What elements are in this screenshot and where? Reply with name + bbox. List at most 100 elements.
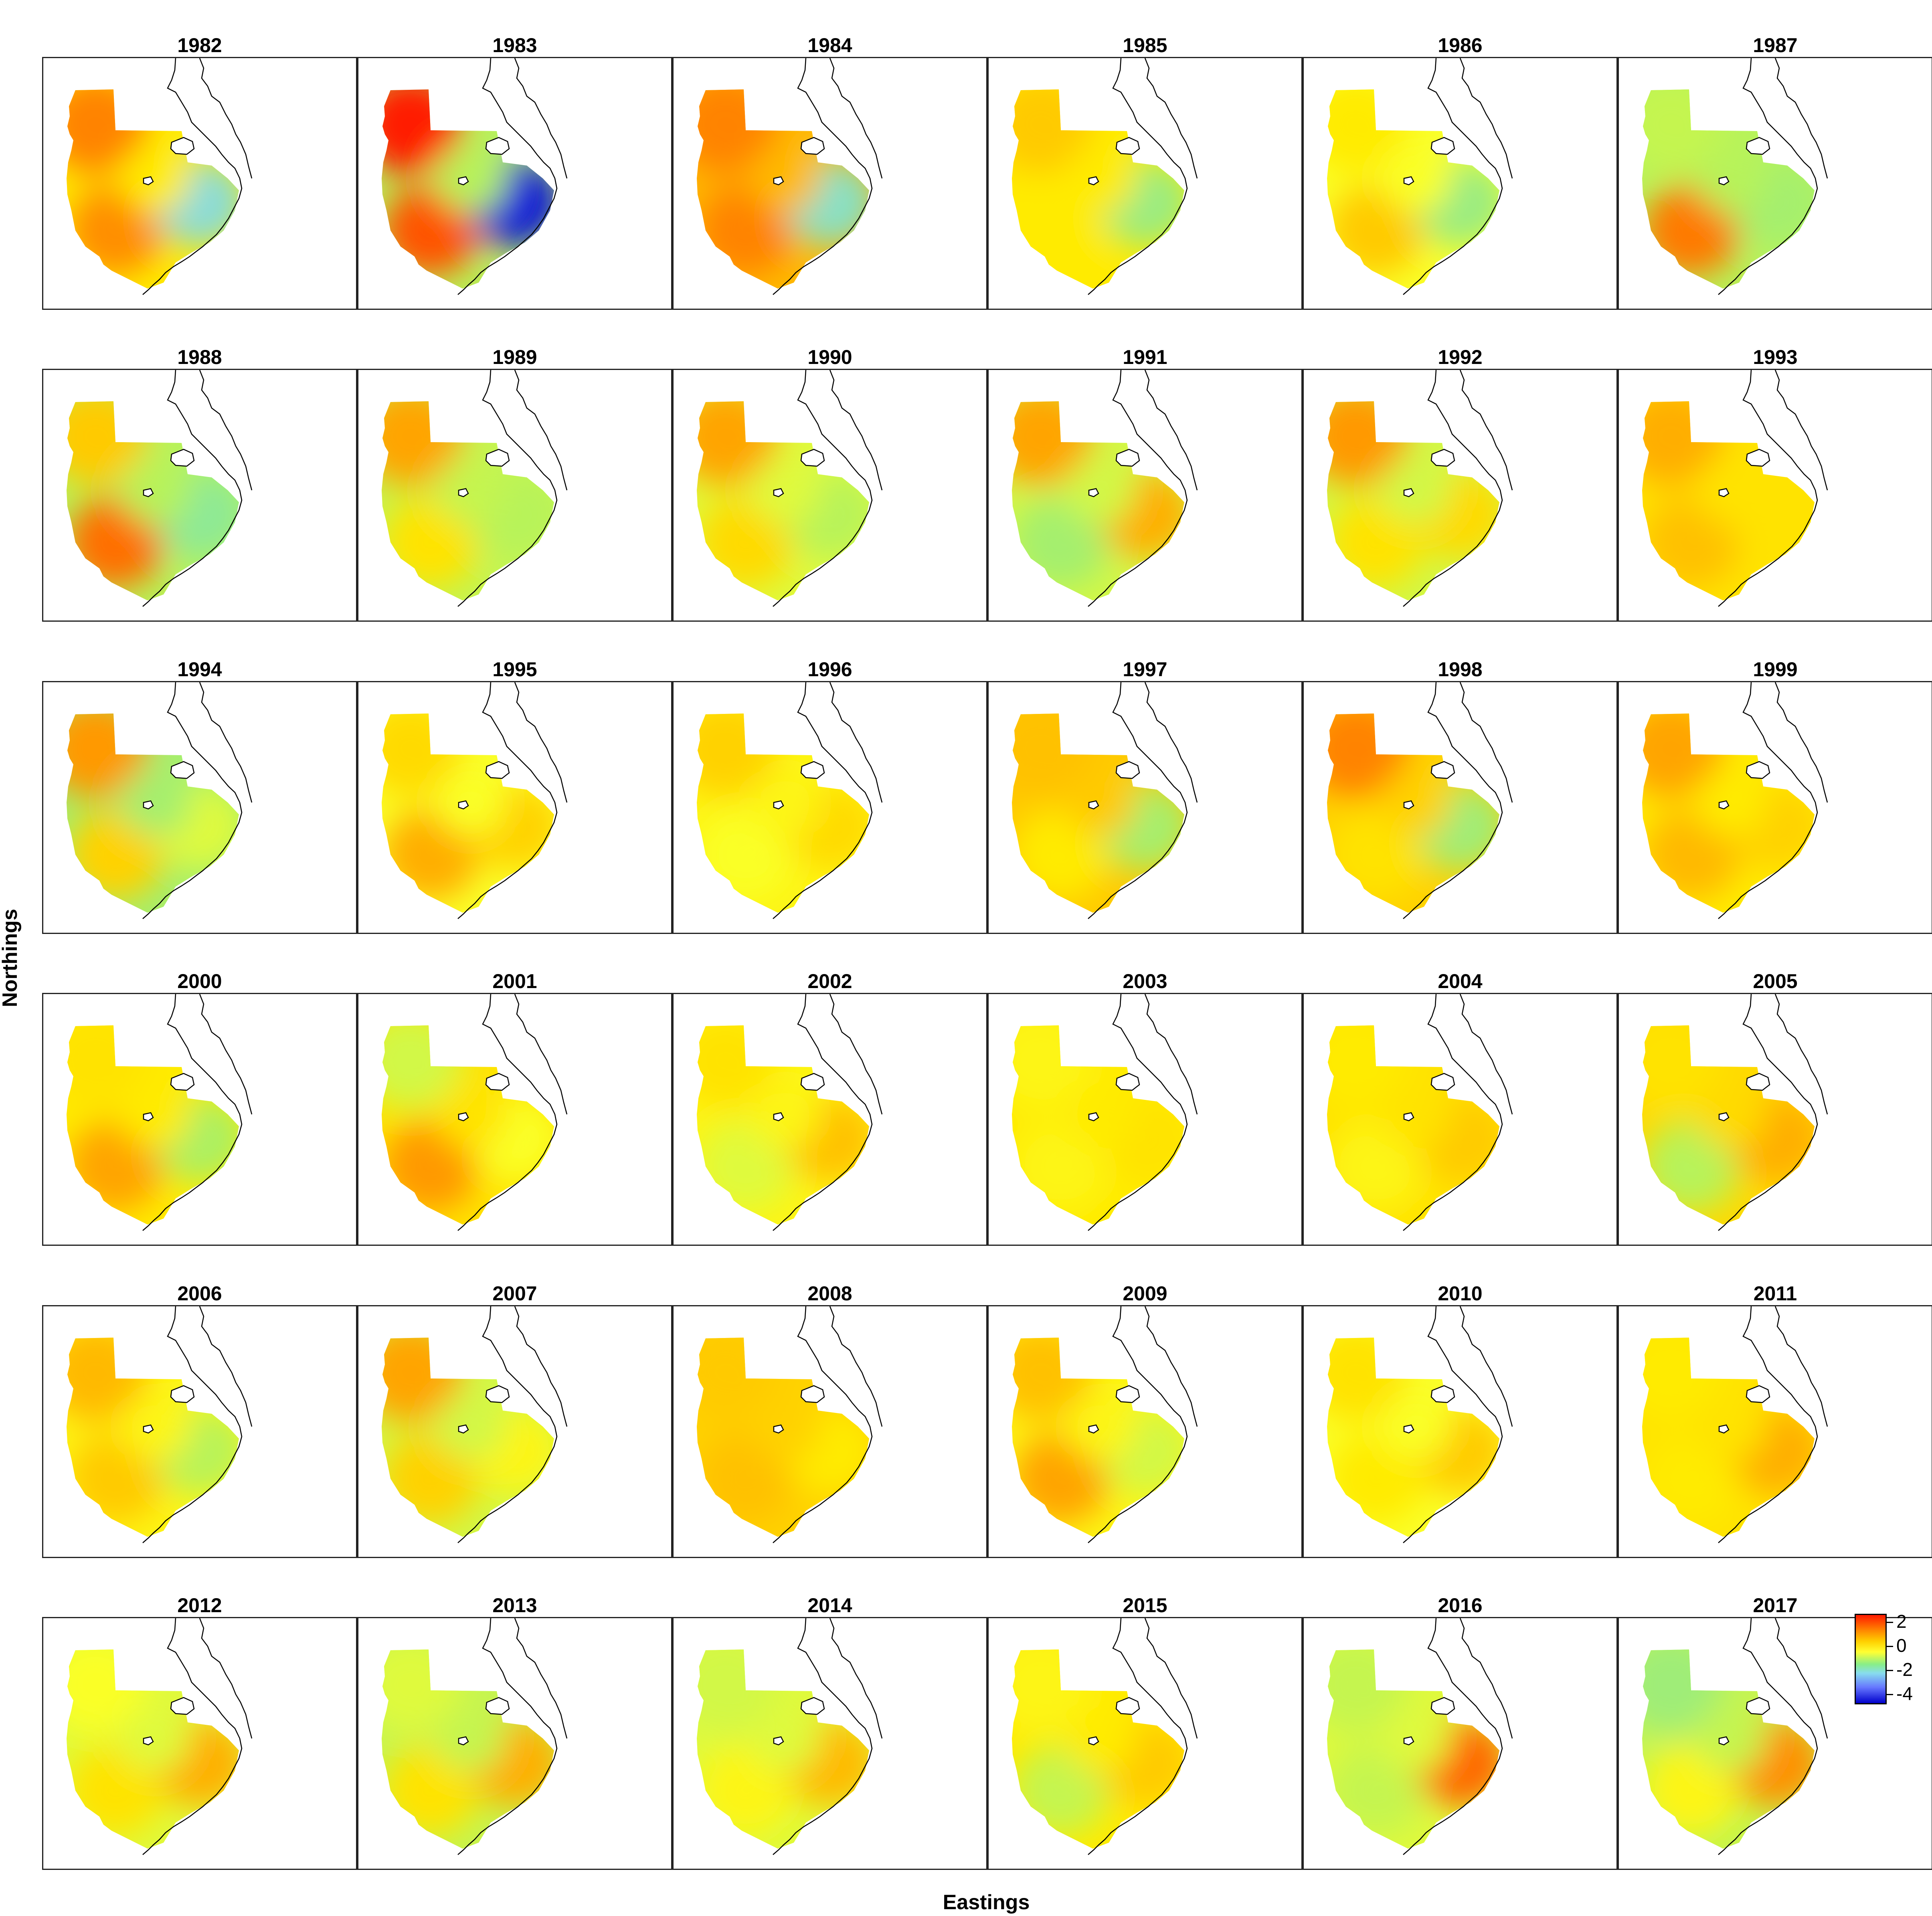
coastline (1088, 58, 1198, 295)
panel-title: 1995 (492, 658, 537, 681)
anomaly-field (382, 1025, 554, 1225)
island (143, 488, 154, 497)
panel-title: 1999 (1753, 658, 1798, 681)
island (170, 1697, 195, 1715)
island (143, 176, 154, 186)
panel-title: 1985 (1123, 34, 1167, 57)
anomaly-blob (435, 1704, 507, 1773)
island (1403, 1424, 1414, 1434)
coastline (142, 994, 253, 1231)
island (1430, 449, 1455, 467)
map-svg (1012, 58, 1198, 295)
map-svg (1327, 58, 1513, 295)
anomaly-blob (750, 768, 822, 837)
panel-frame (1303, 1617, 1618, 1870)
colorbar-tick (1887, 1622, 1893, 1623)
coastline (1718, 1306, 1828, 1543)
map-svg (1327, 994, 1513, 1231)
map-svg (67, 994, 253, 1231)
panel-frame (357, 369, 672, 622)
anomaly-blob (119, 768, 192, 837)
island (1430, 137, 1455, 155)
anomaly-blob (750, 456, 822, 525)
panel-title: 2001 (492, 970, 537, 992)
coastline (142, 1306, 253, 1543)
panel-frame (672, 369, 987, 622)
island (1718, 488, 1730, 497)
anomaly-field (1642, 401, 1815, 600)
island (1718, 800, 1730, 810)
island (800, 1385, 825, 1403)
anomaly-field (382, 713, 554, 913)
anomaly-field (697, 713, 869, 913)
coastline (142, 370, 253, 607)
map-svg (1642, 370, 1828, 607)
panel-frame (42, 369, 357, 622)
map-svg (1012, 682, 1198, 919)
island (800, 137, 825, 155)
panel-title: 2002 (807, 970, 852, 992)
anomaly-blob (1065, 1392, 1137, 1461)
anomaly-field (1012, 1025, 1184, 1225)
panel-title: 2016 (1438, 1594, 1483, 1617)
map-svg (697, 1618, 883, 1855)
anomaly-blob (1380, 1704, 1452, 1773)
map-svg (382, 994, 568, 1231)
panel-title: 2012 (177, 1594, 222, 1617)
island (773, 1112, 784, 1122)
anomaly-blob (750, 1704, 822, 1773)
anomaly-blob (1065, 768, 1137, 837)
island (458, 1736, 469, 1746)
island (1115, 1073, 1140, 1091)
island (143, 800, 154, 810)
island (458, 800, 469, 810)
anomaly-blob (1380, 768, 1452, 837)
map-svg (1642, 58, 1828, 295)
map-svg (67, 1618, 253, 1855)
panel-title: 2009 (1123, 1282, 1167, 1305)
panel-frame (42, 57, 357, 310)
panel-title: 2010 (1438, 1282, 1483, 1305)
anomaly-blob (119, 1392, 192, 1461)
anomaly-field (1642, 89, 1815, 289)
island (1430, 1697, 1455, 1715)
island (1718, 176, 1730, 186)
island (1746, 137, 1770, 155)
panel-title: 1984 (807, 34, 852, 57)
map-svg (1327, 370, 1513, 607)
coastline (773, 994, 883, 1231)
anomaly-blob (750, 1080, 822, 1149)
anomaly-field (1012, 401, 1184, 600)
island (1115, 1385, 1140, 1403)
panel-title: 1992 (1438, 346, 1483, 368)
map-svg (1012, 1306, 1198, 1543)
anomaly-field (382, 1649, 554, 1849)
coastline (1088, 370, 1198, 607)
colorbar-tick (1887, 1694, 1893, 1695)
coastline (142, 1618, 253, 1855)
panel-title: 1993 (1753, 346, 1798, 368)
anomaly-blob (119, 1704, 192, 1773)
panel-frame (1303, 57, 1618, 310)
island (1403, 800, 1414, 810)
island (1088, 488, 1099, 497)
island (458, 1424, 469, 1434)
coastline (1403, 682, 1513, 919)
panel-frame (357, 993, 672, 1246)
x-axis-label: Eastings (943, 1891, 1030, 1914)
map-svg (382, 58, 568, 295)
map-svg (1327, 1618, 1513, 1855)
island (800, 449, 825, 467)
island (1088, 1424, 1099, 1434)
panel-frame (42, 993, 357, 1246)
anomaly-blob (119, 1080, 192, 1149)
island (773, 176, 784, 186)
panel-frame (1303, 369, 1618, 622)
anomaly-blob (1695, 1392, 1767, 1461)
island (1115, 1697, 1140, 1715)
map-svg (1012, 370, 1198, 607)
island (1746, 449, 1770, 467)
map-svg (67, 58, 253, 295)
map-svg (1327, 682, 1513, 919)
island (1746, 761, 1770, 779)
